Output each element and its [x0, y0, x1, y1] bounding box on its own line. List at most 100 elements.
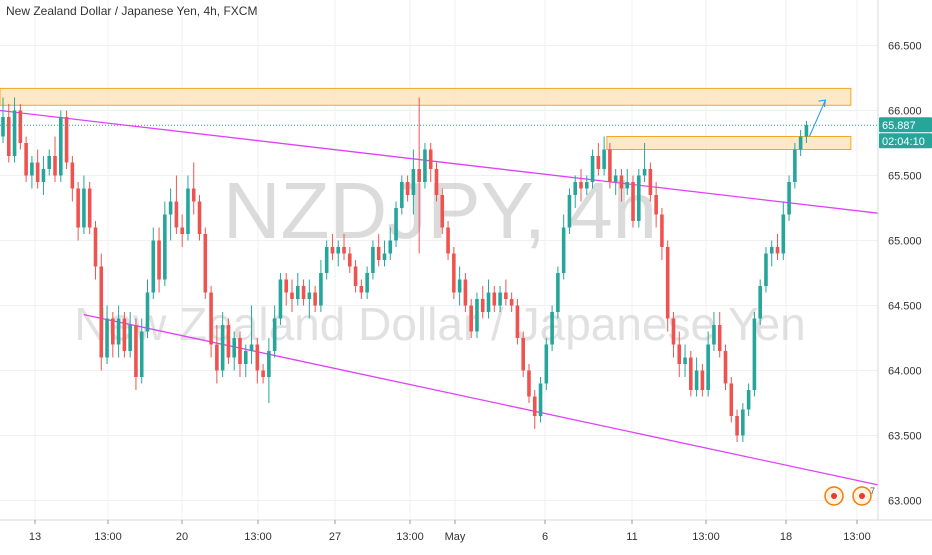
- x-tick-label: May: [445, 531, 466, 543]
- candle-body: [209, 292, 213, 345]
- candle-body: [226, 325, 231, 358]
- trend-arrow[interactable]: [808, 99, 827, 137]
- candle-body: [238, 338, 242, 364]
- candle-body: [735, 416, 739, 436]
- candle-body: [295, 286, 300, 299]
- candles: [1, 97, 809, 442]
- candle-body: [527, 370, 531, 397]
- candle-body: [18, 110, 23, 143]
- candle-body: [475, 299, 479, 332]
- candle-body: [134, 325, 138, 377]
- candle-body: [41, 169, 46, 182]
- candle-body: [648, 169, 653, 195]
- candle-body: [677, 344, 682, 364]
- watermark-symbol: NZDJPY, 4h: [223, 166, 657, 255]
- candle-body: [99, 266, 104, 358]
- x-tick-label: 13: [29, 531, 41, 543]
- candle-body: [504, 292, 508, 299]
- candle-body: [457, 279, 462, 293]
- candle-body: [64, 117, 69, 163]
- watermark: NZDJPY, 4h New Zealand Dollar / Japanese…: [74, 166, 805, 350]
- candle-body: [712, 325, 716, 345]
- candle-body: [122, 318, 127, 351]
- candle-body: [243, 351, 248, 364]
- trend-arrow-head: [818, 99, 827, 108]
- x-tick-label: 13:00: [94, 531, 122, 543]
- y-tick-label: 65.500: [888, 171, 922, 183]
- grid-layer: [0, 0, 878, 520]
- candle-body: [619, 175, 624, 189]
- y-tick-label: 65.000: [888, 236, 922, 248]
- candle-body: [105, 318, 109, 358]
- candle-body: [353, 266, 358, 286]
- candle-body: [382, 253, 387, 260]
- candle-body: [215, 344, 219, 371]
- candle-body: [82, 188, 86, 228]
- x-tick-label: 13:00: [843, 531, 871, 543]
- candle-body: [741, 409, 745, 436]
- candle-body: [180, 227, 184, 234]
- replay-icon[interactable]: [824, 486, 844, 506]
- candle-body: [544, 344, 549, 384]
- candle-body: [417, 169, 421, 182]
- candle-body: [423, 149, 427, 182]
- candle-body: [145, 292, 150, 332]
- candle-body: [411, 169, 416, 195]
- candle-body: [330, 247, 335, 254]
- candle-body: [683, 357, 687, 364]
- candle-body: [428, 149, 433, 169]
- candle-body: [440, 195, 445, 228]
- candle-body: [6, 117, 11, 156]
- candle-body: [186, 188, 190, 234]
- candle-body: [781, 214, 786, 254]
- candle-body: [348, 253, 352, 267]
- candle-body: [319, 273, 323, 306]
- candle-body: [787, 182, 791, 215]
- candle-body: [602, 149, 606, 169]
- candle-body: [758, 286, 762, 319]
- candle-body: [463, 279, 468, 306]
- candle-body: [637, 175, 641, 221]
- candle-body: [93, 227, 98, 267]
- candle-body: [128, 325, 132, 351]
- tv-logo-icon[interactable]: 7: [870, 486, 875, 496]
- candle-body: [492, 292, 497, 306]
- candle-body: [694, 370, 699, 390]
- candle-body: [261, 370, 265, 377]
- candle-body: [388, 240, 393, 254]
- time-axis[interactable]: 13 13:00 20 13:00 27 13:00 May 6 11 13:00 18 13:00: [29, 520, 871, 543]
- candle-body: [70, 162, 75, 189]
- candle-body: [365, 273, 369, 293]
- candle-body: [336, 247, 341, 254]
- candle-body: [59, 117, 63, 176]
- y-tick-label: 63.000: [888, 496, 922, 508]
- bar-countdown: 02:04:10: [882, 136, 925, 148]
- resistance-zones[interactable]: [0, 87, 852, 150]
- candle-body: [24, 143, 28, 176]
- candle-body: [532, 396, 537, 416]
- candle-body: [573, 182, 578, 195]
- candle-body: [301, 286, 306, 299]
- bottom-right-icons: 7: [824, 486, 875, 506]
- candle-body: [665, 247, 670, 319]
- ideas-icon[interactable]: [852, 486, 872, 506]
- candle-body: [671, 318, 676, 345]
- candle-body: [376, 247, 381, 260]
- candle-body: [278, 279, 283, 319]
- price-axis[interactable]: 63.000 63.500 64.000 64.500 65.000 65.500 66.0…: [888, 41, 922, 508]
- y-tick-label: 64.500: [888, 301, 922, 313]
- candle-body: [232, 338, 236, 358]
- candle-body: [613, 175, 618, 182]
- candle-body: [446, 227, 450, 254]
- last-price-label: 65.887 02:04:10: [879, 117, 932, 149]
- candle-body: [556, 273, 560, 312]
- y-tick-label: 66.500: [888, 41, 922, 53]
- candle-body: [590, 156, 595, 182]
- channel-lines[interactable]: [0, 109, 879, 486]
- x-tick-label: 11: [626, 531, 637, 543]
- candle-body: [723, 351, 728, 384]
- candle-body: [584, 182, 589, 189]
- candle-body: [191, 188, 196, 202]
